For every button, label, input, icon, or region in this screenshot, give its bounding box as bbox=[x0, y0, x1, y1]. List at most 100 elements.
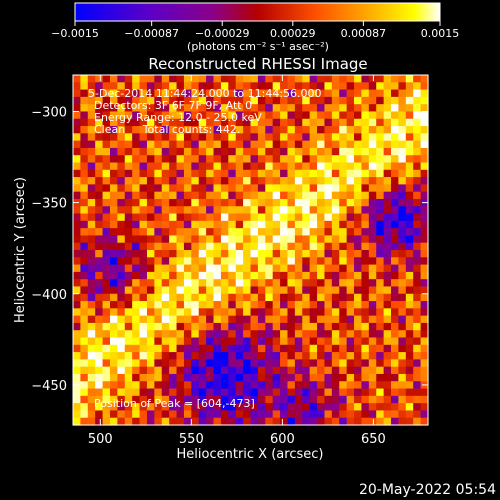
heatmap-cell bbox=[73, 366, 81, 375]
heatmap-cell bbox=[287, 133, 296, 142]
heatmap-cell bbox=[198, 177, 207, 185]
heatmap-cell bbox=[354, 388, 363, 397]
heatmap-cell bbox=[183, 82, 192, 91]
heatmap-cell bbox=[391, 250, 400, 258]
heatmap-cell bbox=[228, 177, 237, 185]
colorbar-tick-label: 0.00029 bbox=[270, 27, 316, 40]
heatmap-cell bbox=[139, 133, 148, 142]
heatmap-cell bbox=[413, 271, 422, 280]
heatmap-cell bbox=[183, 359, 192, 368]
heatmap-cell bbox=[265, 111, 274, 120]
heatmap-cell bbox=[80, 235, 89, 244]
heatmap-cell bbox=[169, 308, 178, 317]
heatmap-cell bbox=[243, 388, 252, 397]
heatmap-cell bbox=[250, 279, 259, 288]
heatmap-cell bbox=[265, 242, 274, 251]
heatmap-cell bbox=[383, 330, 392, 339]
heatmap-cell bbox=[235, 242, 244, 251]
heatmap-cell bbox=[368, 344, 377, 353]
heatmap-cell bbox=[324, 301, 333, 309]
heatmap-cell bbox=[398, 257, 407, 266]
heatmap-cell bbox=[109, 147, 118, 156]
heatmap-cell bbox=[220, 286, 229, 295]
heatmap-cell bbox=[139, 111, 148, 120]
heatmap-cell bbox=[420, 184, 429, 193]
heatmap-cell bbox=[206, 169, 215, 178]
heatmap-cell bbox=[420, 308, 429, 317]
heatmap-cell bbox=[73, 184, 81, 193]
heatmap-cell bbox=[169, 417, 178, 426]
heatmap-cell bbox=[339, 147, 348, 156]
heatmap-cell bbox=[324, 373, 333, 382]
heatmap-cell bbox=[124, 257, 133, 266]
heatmap-cell bbox=[250, 293, 259, 302]
heatmap-cell bbox=[302, 220, 311, 229]
heatmap-cell bbox=[317, 198, 326, 207]
heatmap-cell bbox=[183, 89, 192, 98]
heatmap-cell bbox=[309, 388, 318, 397]
heatmap-cell bbox=[294, 359, 303, 368]
heatmap-cell bbox=[102, 147, 111, 156]
heatmap-cell bbox=[420, 133, 429, 142]
heatmap-cell bbox=[80, 169, 89, 178]
heatmap-cell bbox=[146, 359, 155, 368]
x-axis-label: Heliocentric X (arcsec) bbox=[177, 447, 324, 462]
heatmap-cell bbox=[376, 75, 385, 83]
heatmap-cell bbox=[257, 373, 266, 382]
heatmap-cell bbox=[161, 147, 170, 156]
heatmap-cell bbox=[198, 403, 207, 412]
heatmap-cell bbox=[280, 198, 289, 207]
heatmap-cell bbox=[191, 373, 200, 382]
heatmap-cell bbox=[198, 286, 207, 295]
heatmap-cell bbox=[398, 352, 407, 360]
heatmap-cell bbox=[124, 133, 133, 142]
heatmap-cell bbox=[331, 220, 340, 229]
heatmap-cell bbox=[146, 330, 155, 339]
heatmap-cell bbox=[102, 308, 111, 317]
heatmap-cell bbox=[183, 177, 192, 185]
heatmap-cell bbox=[287, 75, 296, 83]
colorbar-ticks: −0.0015 −0.00087 −0.00029 0.00029 0.00087 0.0… bbox=[51, 21, 459, 40]
heatmap-cell bbox=[235, 308, 244, 317]
heatmap-cell bbox=[213, 337, 222, 346]
heatmap-cell bbox=[361, 417, 370, 426]
heatmap-cell bbox=[302, 191, 311, 200]
heatmap-cell bbox=[161, 366, 170, 375]
heatmap-cell bbox=[324, 279, 333, 288]
heatmap-cell bbox=[280, 89, 289, 98]
heatmap-cell bbox=[176, 286, 185, 295]
heatmap-cell bbox=[280, 279, 289, 288]
heatmap-cell bbox=[183, 257, 192, 266]
heatmap-cell bbox=[331, 315, 340, 324]
heatmap-cell bbox=[346, 359, 355, 368]
heatmap-cell bbox=[420, 250, 429, 258]
heatmap-cell bbox=[391, 293, 400, 302]
heatmap-cell bbox=[339, 271, 348, 280]
heatmap-cell bbox=[383, 395, 392, 404]
heatmap-cell bbox=[376, 388, 385, 397]
heatmap-cell bbox=[376, 330, 385, 339]
heatmap-cell bbox=[206, 373, 215, 382]
heatmap-cell bbox=[346, 322, 355, 331]
heatmap-cell bbox=[198, 235, 207, 244]
heatmap-cell bbox=[354, 315, 363, 324]
heatmap-cell bbox=[109, 344, 118, 353]
heatmap-cell bbox=[80, 147, 89, 156]
heatmap-cell bbox=[139, 417, 148, 426]
heatmap-cell bbox=[220, 140, 229, 149]
heatmap-cell bbox=[124, 162, 133, 171]
heatmap-cell bbox=[183, 293, 192, 302]
heatmap-cell bbox=[265, 301, 274, 309]
heatmap-cell bbox=[250, 344, 259, 353]
heatmap-cell bbox=[109, 373, 118, 382]
heatmap-cell bbox=[206, 293, 215, 302]
heatmap-cell bbox=[183, 315, 192, 324]
heatmap-cell bbox=[154, 381, 163, 390]
heatmap-cell bbox=[124, 352, 133, 360]
heatmap-cell bbox=[176, 264, 185, 273]
heatmap-cell bbox=[294, 315, 303, 324]
heatmap-cell bbox=[169, 366, 178, 375]
heatmap-cell bbox=[146, 242, 155, 251]
heatmap-cell bbox=[383, 344, 392, 353]
